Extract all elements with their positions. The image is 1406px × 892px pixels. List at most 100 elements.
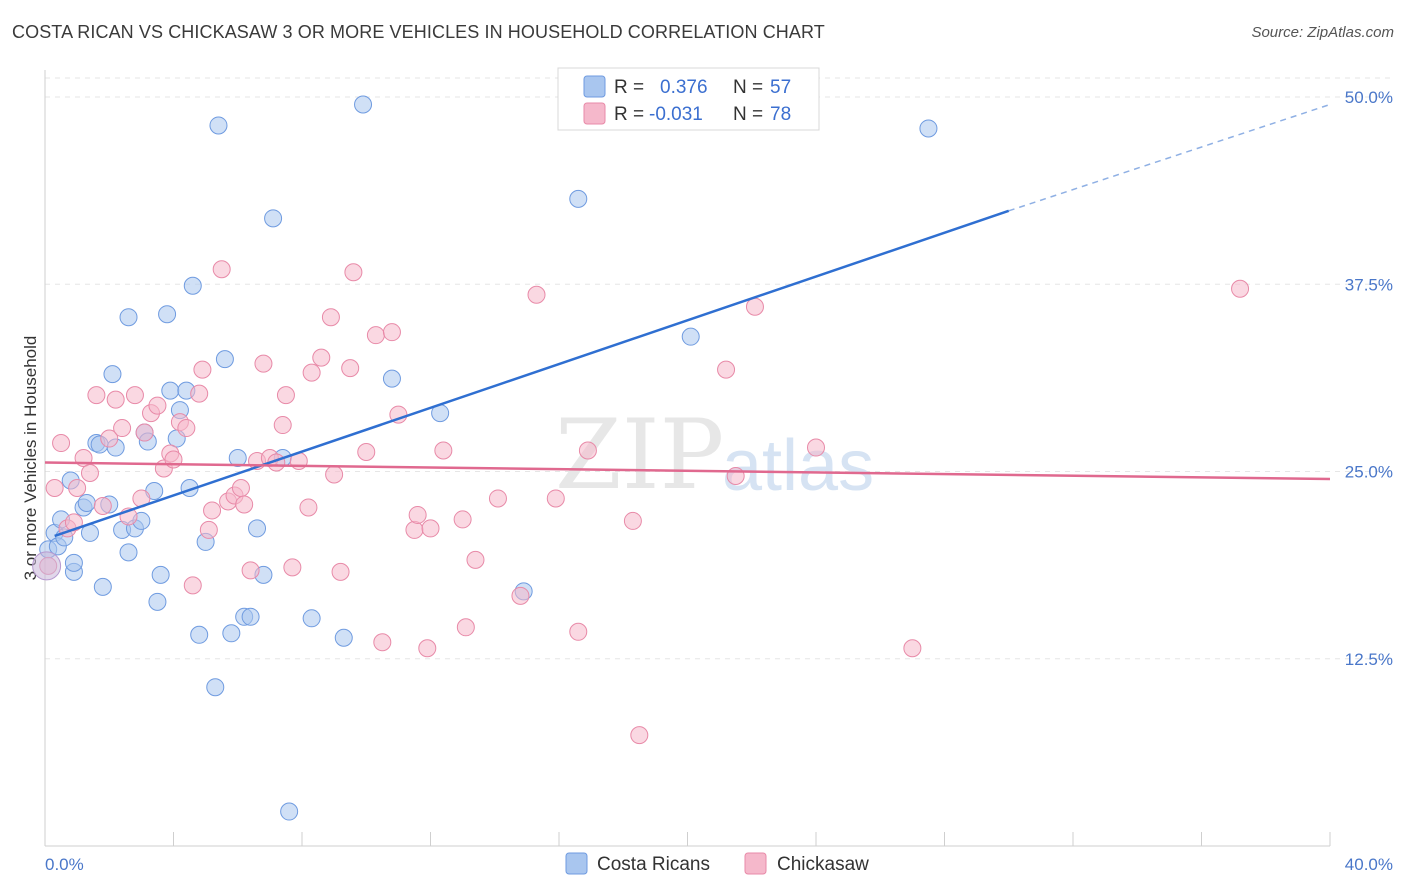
chickasaw-point-24	[183, 576, 202, 595]
chickasaw-point-66	[527, 285, 546, 304]
chickasaw-point-5	[68, 478, 87, 497]
costa-ricans-point-7	[64, 553, 83, 572]
chickasaw-point-53	[373, 633, 392, 652]
chickasaw-point-45	[312, 348, 331, 367]
bottom-legend-label-costa-ricans: Costa Ricans	[597, 854, 710, 875]
legend-r-value-0: 0.376	[660, 77, 708, 98]
chickasaw-point-65	[511, 586, 530, 605]
chickasaw-point-43	[299, 498, 318, 517]
costa-ricans-trend-line	[54, 209, 1010, 538]
chickasaw-point-68	[569, 622, 588, 641]
bottom-legend-swatch-chickasaw	[744, 852, 767, 875]
y-tick-label-2: 37.5%	[1345, 275, 1393, 294]
x-tick-label-min: 0.0%	[45, 855, 84, 874]
legend-swatch-chickasaw	[583, 102, 606, 125]
chickasaw-point-9	[93, 496, 112, 515]
costa-ricans-point-37	[209, 116, 228, 135]
chickasaw-point-34	[241, 561, 260, 580]
chickasaw-point-8	[87, 386, 106, 405]
costa-ricans-point-43	[248, 519, 267, 538]
chickasaw-point-10	[100, 429, 119, 448]
costa-ricans-point-47	[280, 802, 299, 821]
chickasaw-point-33	[235, 495, 254, 514]
chickasaw-point-23	[177, 419, 196, 438]
trend-lines	[44, 103, 1331, 538]
chickasaw-point-52	[366, 326, 385, 345]
chickasaw-point-44	[302, 363, 321, 382]
y-tick-label-1: 25.0%	[1345, 463, 1393, 482]
chickasaw-point-75	[807, 438, 825, 457]
chickasaw-point-41	[283, 558, 302, 577]
chickasaw-point-27	[199, 520, 218, 539]
costa-ricans-point-33	[183, 276, 202, 295]
legend-n-value-1: 78	[770, 104, 791, 125]
chickasaw-point-14	[125, 386, 144, 405]
bottom-legend-label-chickasaw: Chickasaw	[777, 854, 869, 875]
y-axis-label: 3 or more Vehicles in Household	[21, 336, 40, 581]
chickasaw-point-25	[190, 384, 209, 403]
legend-r-value-1: -0.031	[649, 104, 703, 125]
chickasaw-point-74	[745, 297, 764, 316]
costa-ricans-point-50	[354, 95, 373, 114]
chickasaw-point-16	[135, 423, 154, 442]
chickasaw-point-18	[148, 396, 167, 415]
chickasaw-point-50	[344, 263, 363, 282]
chickasaw-point-76	[903, 639, 922, 658]
costa-ricans-point-38	[215, 350, 234, 369]
costa-ricans-point-40	[228, 449, 247, 468]
costa-ricans-point-19	[119, 543, 138, 562]
costa-ricans-point-49	[334, 628, 353, 647]
chickasaw-point-70	[623, 511, 642, 530]
chickasaw-point-69	[578, 441, 597, 460]
chickasaw-point-7	[80, 463, 99, 482]
chickasaw-point-2	[52, 434, 71, 453]
chickasaw-point-58	[418, 639, 437, 658]
y-tick-label-0: 12.5%	[1345, 650, 1393, 669]
chickasaw-point-59	[421, 519, 440, 538]
costa-ricans-trend-extension	[1008, 103, 1331, 212]
chickasaw-point-63	[466, 550, 485, 569]
chickasaw-point-64	[488, 489, 507, 508]
legend-n-value-0: 57	[770, 77, 791, 98]
chickasaw-point-49	[341, 359, 360, 378]
legend-r-label-1: R =	[614, 104, 644, 125]
chickasaw-point-40	[276, 386, 295, 405]
x-tick-label-max: 40.0%	[1345, 855, 1393, 874]
chickasaw-point-72	[717, 360, 736, 379]
costa-ricans-points	[39, 95, 938, 821]
costa-ricans-point-18	[119, 308, 138, 327]
costa-ricans-point-15	[103, 365, 122, 384]
chickasaw-point-46	[321, 308, 340, 327]
chickasaw-point-62	[456, 618, 475, 637]
chickasaw-point-47	[325, 465, 344, 484]
costa-ricans-point-9	[77, 493, 96, 512]
costa-ricans-point-34	[190, 625, 209, 644]
correlation-legend: R = 0.376 N = 57 R = -0.031 N = 78	[557, 67, 820, 131]
chickasaw-point-57	[408, 505, 427, 524]
chickasaw-point-48	[331, 562, 350, 581]
chickasaw-point-56	[405, 520, 424, 539]
chickasaw-point-12	[113, 419, 132, 438]
costa-ricans-point-36	[206, 678, 225, 697]
chickasaw-point-54	[382, 323, 401, 342]
watermark-atlas: atlas	[722, 426, 874, 506]
bottom-legend-swatch-costa-ricans	[565, 852, 588, 875]
costa-ricans-point-39	[222, 624, 241, 643]
costa-ricans-point-56	[919, 119, 938, 138]
chickasaw-point-36	[254, 354, 273, 373]
source-label: Source: ZipAtlas.com	[1251, 24, 1394, 41]
costa-ricans-point-25	[148, 592, 167, 611]
costa-ricans-point-26	[151, 565, 170, 584]
costa-ricans-point-55	[681, 327, 700, 346]
chickasaw-point-26	[193, 360, 212, 379]
legend-swatch-costa-ricans	[583, 75, 606, 98]
legend-r-label-0: R =	[614, 77, 644, 98]
chickasaw-point-61	[453, 510, 472, 529]
series-legend: Costa Ricans Chickasaw	[565, 852, 869, 875]
costa-ricans-point-28	[161, 381, 180, 400]
chickasaw-trend-line	[44, 461, 1331, 481]
overlap-cluster-point	[32, 551, 62, 581]
chickasaw-point-51	[357, 443, 376, 462]
x-axis-ticks	[44, 832, 1331, 846]
